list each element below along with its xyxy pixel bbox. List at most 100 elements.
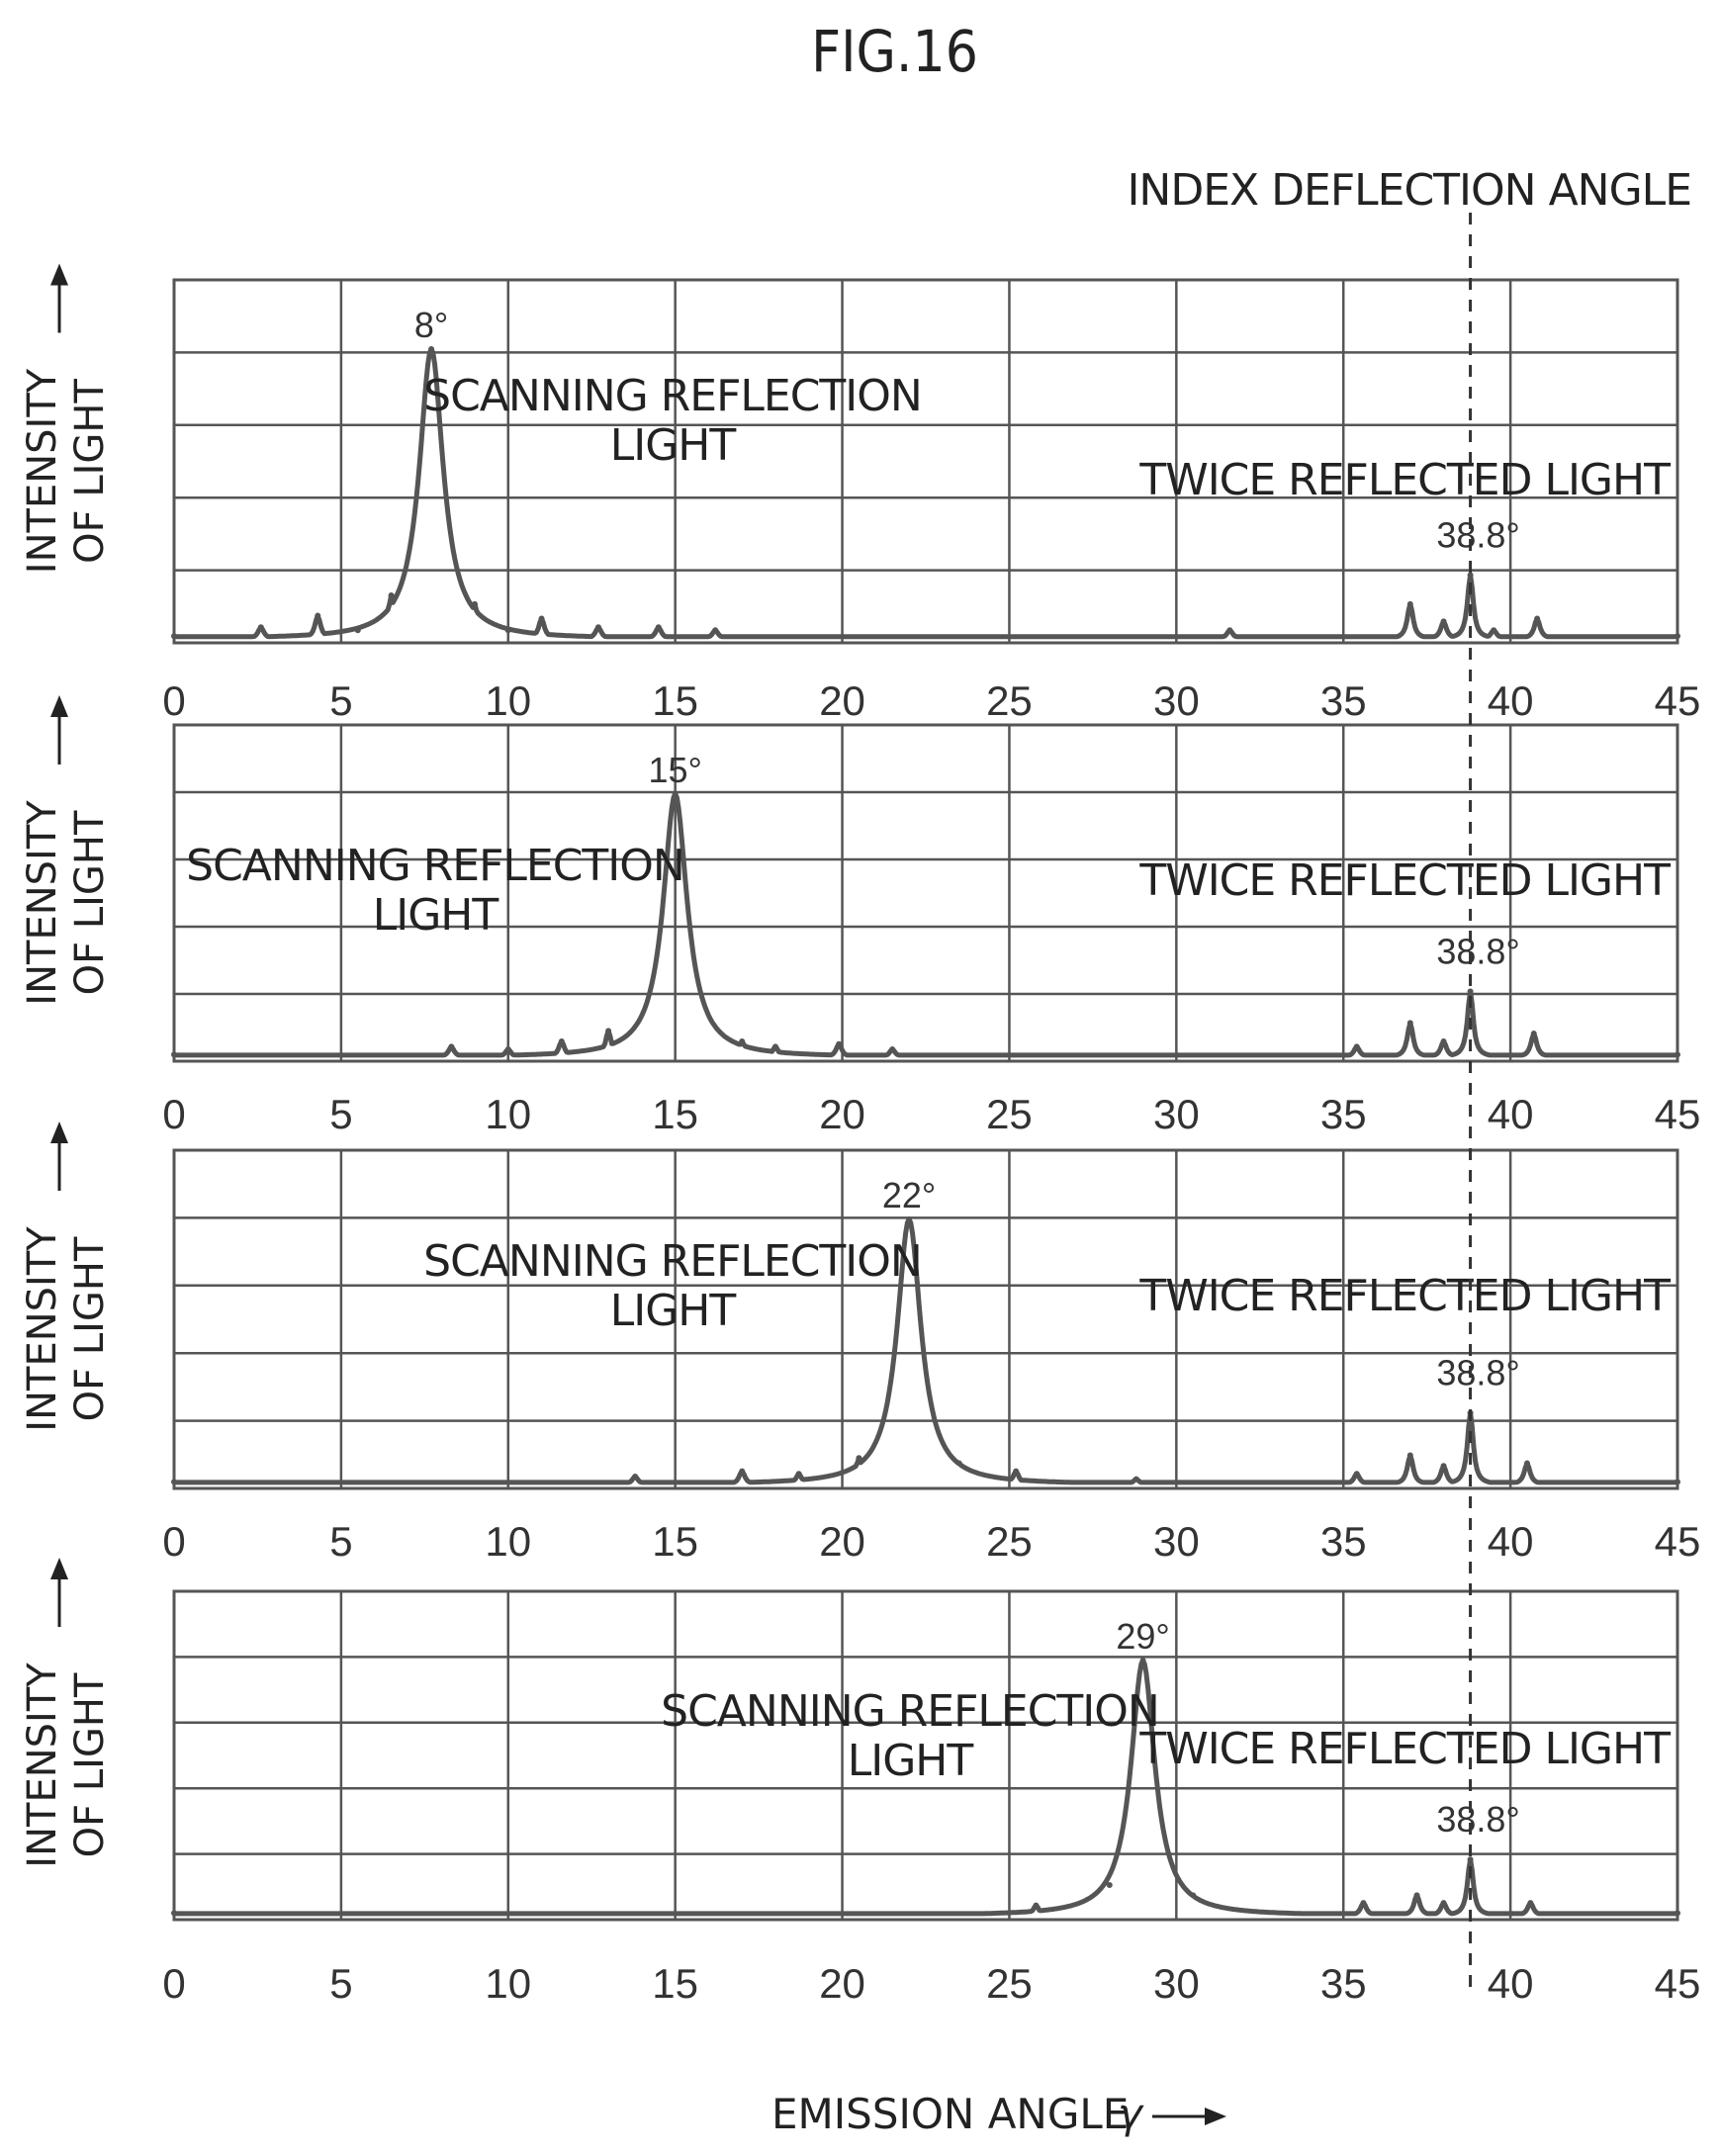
y-axis-label: INTENSITY OF LIGHT <box>20 1226 113 1432</box>
plot-frame <box>172 278 1679 645</box>
x-tick-label: 30 <box>1153 1091 1200 1137</box>
chart-panel-1: 0 5 10 15 20 25 30 35 40 45 8° 38.8° SCANNING REFLEC… <box>20 263 1700 724</box>
data-point <box>1527 1900 1534 1907</box>
x-tick-label: 10 <box>485 1091 531 1137</box>
x-tick-label: 35 <box>1320 677 1367 724</box>
x-tick-label: 5 <box>329 1518 352 1565</box>
x-tick-label: 0 <box>162 1518 185 1565</box>
x-tick-label: 10 <box>485 1518 531 1565</box>
data-point <box>1360 1900 1367 1907</box>
data-point <box>1353 1471 1360 1478</box>
plot-frame <box>172 1589 1679 1922</box>
x-axis-label: EMISSION ANGLE <box>771 2090 1129 2138</box>
data-point <box>315 612 321 619</box>
plot-frame <box>172 723 1679 1063</box>
data-point <box>1491 627 1497 634</box>
data-point <box>1106 1882 1113 1889</box>
x-tick-label: 15 <box>652 677 698 724</box>
data-point <box>1530 1031 1537 1037</box>
y-axis-label: INTENSITY OF LIGHT <box>20 368 113 574</box>
intensity-curve <box>173 346 1678 640</box>
scanning-peak-label: 22° <box>882 1175 936 1215</box>
twice-peak-label: 38.8° <box>1436 515 1519 556</box>
intensity-curve <box>173 791 1678 1058</box>
index-deflection-label: INDEX DEFLECTION ANGLE <box>1127 165 1691 216</box>
data-point <box>1406 600 1413 607</box>
chart-panel-2: 0 5 10 15 20 25 30 35 40 45 15° 38.8° SCANNING REFLE… <box>20 695 1700 1137</box>
data-point <box>1440 618 1447 625</box>
x-tick-label: 0 <box>162 1091 185 1137</box>
data-point <box>388 592 395 599</box>
x-tick-label: 5 <box>329 1091 352 1137</box>
x-tick-label: 45 <box>1655 1091 1701 1137</box>
scanning-peak-label: 8° <box>414 305 448 345</box>
scanning-reflection-label: SCANNING REFLECTION <box>661 1686 1159 1737</box>
data-point <box>772 1043 778 1050</box>
y-axis-label: INTENSITY OF LIGHT <box>20 1662 113 1868</box>
data-point <box>504 1046 511 1053</box>
data-point <box>171 1910 177 1917</box>
x-tick-label: 0 <box>162 1960 185 2007</box>
x-tick-label: 15 <box>652 1091 698 1137</box>
x-tick-label: 40 <box>1488 1091 1534 1137</box>
data-point <box>1675 1910 1680 1917</box>
x-tick-label: 40 <box>1488 677 1534 724</box>
twice-peak-label: 38.8° <box>1436 932 1519 972</box>
x-tick-label: 45 <box>1655 1960 1701 2007</box>
data-point <box>448 1043 455 1050</box>
data-point <box>906 1216 913 1222</box>
data-point <box>655 624 662 631</box>
y-axis-arrow-head <box>50 1558 68 1579</box>
scanning-reflection-label-line2: LIGHT <box>848 1736 974 1786</box>
x-tick-label: 30 <box>1153 1960 1200 2007</box>
y-axis-label-line2: OF LIGHT <box>67 379 113 564</box>
data-point <box>1467 988 1474 995</box>
data-point <box>171 633 177 640</box>
chart-panel-3: 0 5 10 15 20 25 30 35 40 45 22° 38.8° SCANNING REFLE… <box>20 1122 1700 1565</box>
scanning-reflection-label-line2: LIGHT <box>610 1286 737 1336</box>
y-axis-label-line2: OF LIGHT <box>67 810 113 995</box>
y-axis-label-line2: OF LIGHT <box>67 1672 113 1857</box>
plot-frame <box>172 1148 1679 1490</box>
data-point <box>672 791 679 797</box>
data-point <box>1675 1051 1680 1058</box>
data-point <box>1440 1463 1447 1470</box>
data-point <box>1675 633 1680 640</box>
x-tick-label: 5 <box>329 677 352 724</box>
twice-reflected-label: TWICE REFLECTED LIGHT <box>1138 855 1671 906</box>
data-point <box>1406 1020 1413 1027</box>
chart-panel-4: 0 5 10 15 20 25 30 35 40 45 29° 38.8° SCANNING REFLE… <box>20 1558 1700 2007</box>
data-point <box>1353 1043 1360 1050</box>
x-tick-label: 35 <box>1320 1960 1367 2007</box>
y-axis-label-line1: INTENSITY <box>20 368 65 574</box>
y-axis-label-line2: OF LIGHT <box>67 1236 113 1421</box>
data-point <box>1675 1479 1680 1485</box>
x-tick-label: 10 <box>485 1960 531 2007</box>
data-point <box>1524 1460 1530 1467</box>
y-axis-label-line1: INTENSITY <box>20 1662 65 1868</box>
data-point <box>632 1473 639 1480</box>
x-axis-arrow-head <box>1205 2108 1226 2125</box>
x-tick-label: 20 <box>819 1091 865 1137</box>
y-axis-arrow-head <box>50 263 68 286</box>
data-point <box>795 1471 802 1478</box>
scanning-reflection-label: SCANNING REFLECTION <box>423 371 922 421</box>
data-point <box>712 627 719 634</box>
data-point <box>472 600 478 607</box>
twice-peak-label: 38.8° <box>1436 1799 1519 1840</box>
x-tick-label: 45 <box>1655 1518 1701 1565</box>
data-point <box>1190 1892 1197 1899</box>
intensity-curve <box>173 1216 1678 1485</box>
x-tick-label: 25 <box>986 677 1033 724</box>
x-tick-label: 25 <box>986 1518 1033 1565</box>
x-tick-label: 15 <box>652 1960 698 2007</box>
data-point <box>428 346 435 352</box>
x-tick-label: 40 <box>1488 1960 1534 2007</box>
data-point <box>1467 1856 1474 1863</box>
x-tick-label: 35 <box>1320 1091 1367 1137</box>
data-point <box>171 1051 177 1058</box>
x-axis-symbol: γ <box>1118 2090 1144 2138</box>
data-point <box>504 627 511 634</box>
data-point <box>605 1028 612 1034</box>
